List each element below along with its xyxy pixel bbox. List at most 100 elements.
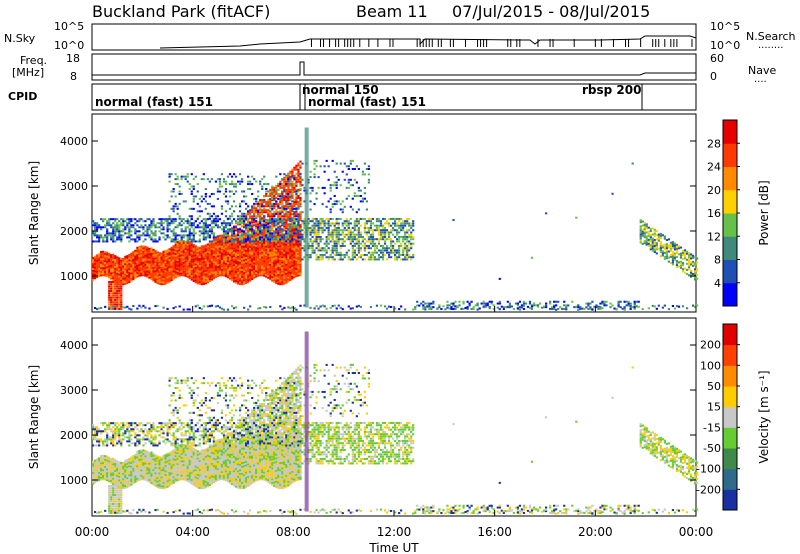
range-gate-cell: [96, 263, 99, 266]
range-gate-cell: [341, 200, 344, 203]
range-gate-cell: [361, 258, 364, 261]
range-gate-cell: [309, 240, 312, 243]
range-gate-cell: [277, 215, 280, 218]
range-gate-cell: [232, 267, 236, 270]
range-gate-cell: [134, 265, 137, 268]
range-gate-cell: [253, 244, 256, 247]
range-gate-cell: [273, 215, 276, 218]
range-gate-cell: [303, 224, 306, 227]
range-gate-cell: [190, 269, 193, 272]
range-gate-cell: [190, 276, 193, 279]
range-gate-cell: [112, 240, 115, 243]
range-gate-cell: [194, 279, 197, 282]
range-gate-cell: [108, 298, 111, 301]
range-gate-cell: [168, 276, 171, 279]
range-gate-cell: [210, 253, 213, 256]
range-gate-cell: [275, 264, 278, 267]
range-gate-cell: [148, 307, 151, 310]
range-gate-cell: [162, 259, 165, 262]
range-gate-cell: [164, 253, 167, 256]
range-gate-cell: [174, 220, 177, 223]
range-gate-cell: [265, 205, 268, 208]
range-gate-cell: [333, 170, 336, 173]
range-gate-cell: [178, 247, 181, 250]
range-gate-cell: [238, 173, 242, 176]
range-gate-cell: [319, 253, 322, 256]
range-gate-cell: [212, 241, 215, 244]
range-gate-cell: [259, 207, 262, 210]
range-gate-cell: [245, 219, 248, 222]
range-gate-cell: [331, 229, 334, 232]
range-gate-cell: [234, 236, 238, 239]
range-gate-cell: [226, 265, 230, 268]
range-gate-cell: [106, 267, 109, 270]
range-gate-cell: [255, 270, 258, 273]
range-gate-cell: [255, 220, 258, 223]
range-gate-cell: [363, 238, 366, 241]
range-gate-cell: [273, 249, 276, 252]
range-gate-cell: [315, 247, 318, 250]
range-gate-cell: [216, 243, 220, 246]
range-gate-cell: [114, 240, 117, 243]
range-gate-cell: [94, 273, 97, 276]
range-gate-cell: [208, 212, 211, 215]
range-gate-cell: [257, 190, 260, 193]
range-gate-cell: [186, 236, 189, 239]
range-gate-cell: [176, 251, 179, 254]
range-gate-cell: [150, 232, 153, 235]
range-gate-cell: [218, 272, 222, 275]
range-gate-cell: [251, 211, 254, 214]
range-gate-cell: [204, 273, 207, 276]
range-gate-cell: [210, 255, 213, 258]
range-gate-cell: [337, 200, 340, 203]
range-gate-cell: [371, 244, 375, 247]
range-gate-cell: [136, 273, 139, 276]
range-gate-cell: [267, 243, 270, 246]
range-gate-cell: [357, 249, 360, 252]
range-gate-cell: [220, 256, 224, 259]
range-gate-cell: [120, 234, 123, 237]
range-gate-cell: [285, 268, 288, 271]
range-gate-cell: [351, 235, 354, 238]
range-gate-cell: [152, 234, 155, 237]
range-gate-cell: [363, 186, 366, 189]
range-gate-cell: [112, 283, 115, 286]
range-gate-cell: [234, 279, 238, 282]
range-gate-cell: [118, 283, 121, 286]
range-gate-cell: [116, 292, 119, 295]
range-gate-cell: [204, 192, 207, 195]
freq-trace: [92, 61, 696, 76]
range-gate-cell: [349, 229, 352, 232]
range-gate-cell: [206, 202, 209, 205]
range-gate-cell: [253, 256, 256, 259]
range-gate-cell: [140, 250, 143, 253]
range-gate-cell: [112, 259, 115, 262]
range-gate-cell: [251, 263, 254, 266]
range-gate-cell: [168, 175, 171, 178]
range-gate-cell: [363, 249, 366, 252]
range-gate-cell: [188, 248, 191, 251]
range-gate-cell: [271, 239, 274, 242]
range-gate-cell: [162, 306, 165, 309]
range-gate-cell: [319, 240, 322, 243]
range-gate-cell: [319, 165, 322, 168]
range-gate-cell: [261, 203, 264, 206]
range-gate-cell: [214, 220, 218, 223]
range-gate-cell: [363, 258, 366, 261]
range-gate-cell: [210, 249, 213, 252]
range-gate-cell: [136, 270, 139, 273]
range-gate-cell: [220, 236, 224, 239]
range-gate-cell: [194, 248, 197, 251]
range-gate-cell: [261, 211, 264, 214]
range-gate-cell: [126, 305, 129, 308]
range-gate-cell: [198, 238, 201, 241]
range-gate-cell: [96, 226, 99, 229]
range-gate-cell: [92, 269, 95, 272]
range-gate-cell: [273, 253, 276, 256]
range-gate-cell: [261, 261, 264, 264]
range-gate-cell: [359, 235, 362, 238]
range-gate-cell: [178, 215, 181, 218]
range-gate-cell: [218, 236, 222, 239]
range-gate-cell: [104, 256, 107, 259]
